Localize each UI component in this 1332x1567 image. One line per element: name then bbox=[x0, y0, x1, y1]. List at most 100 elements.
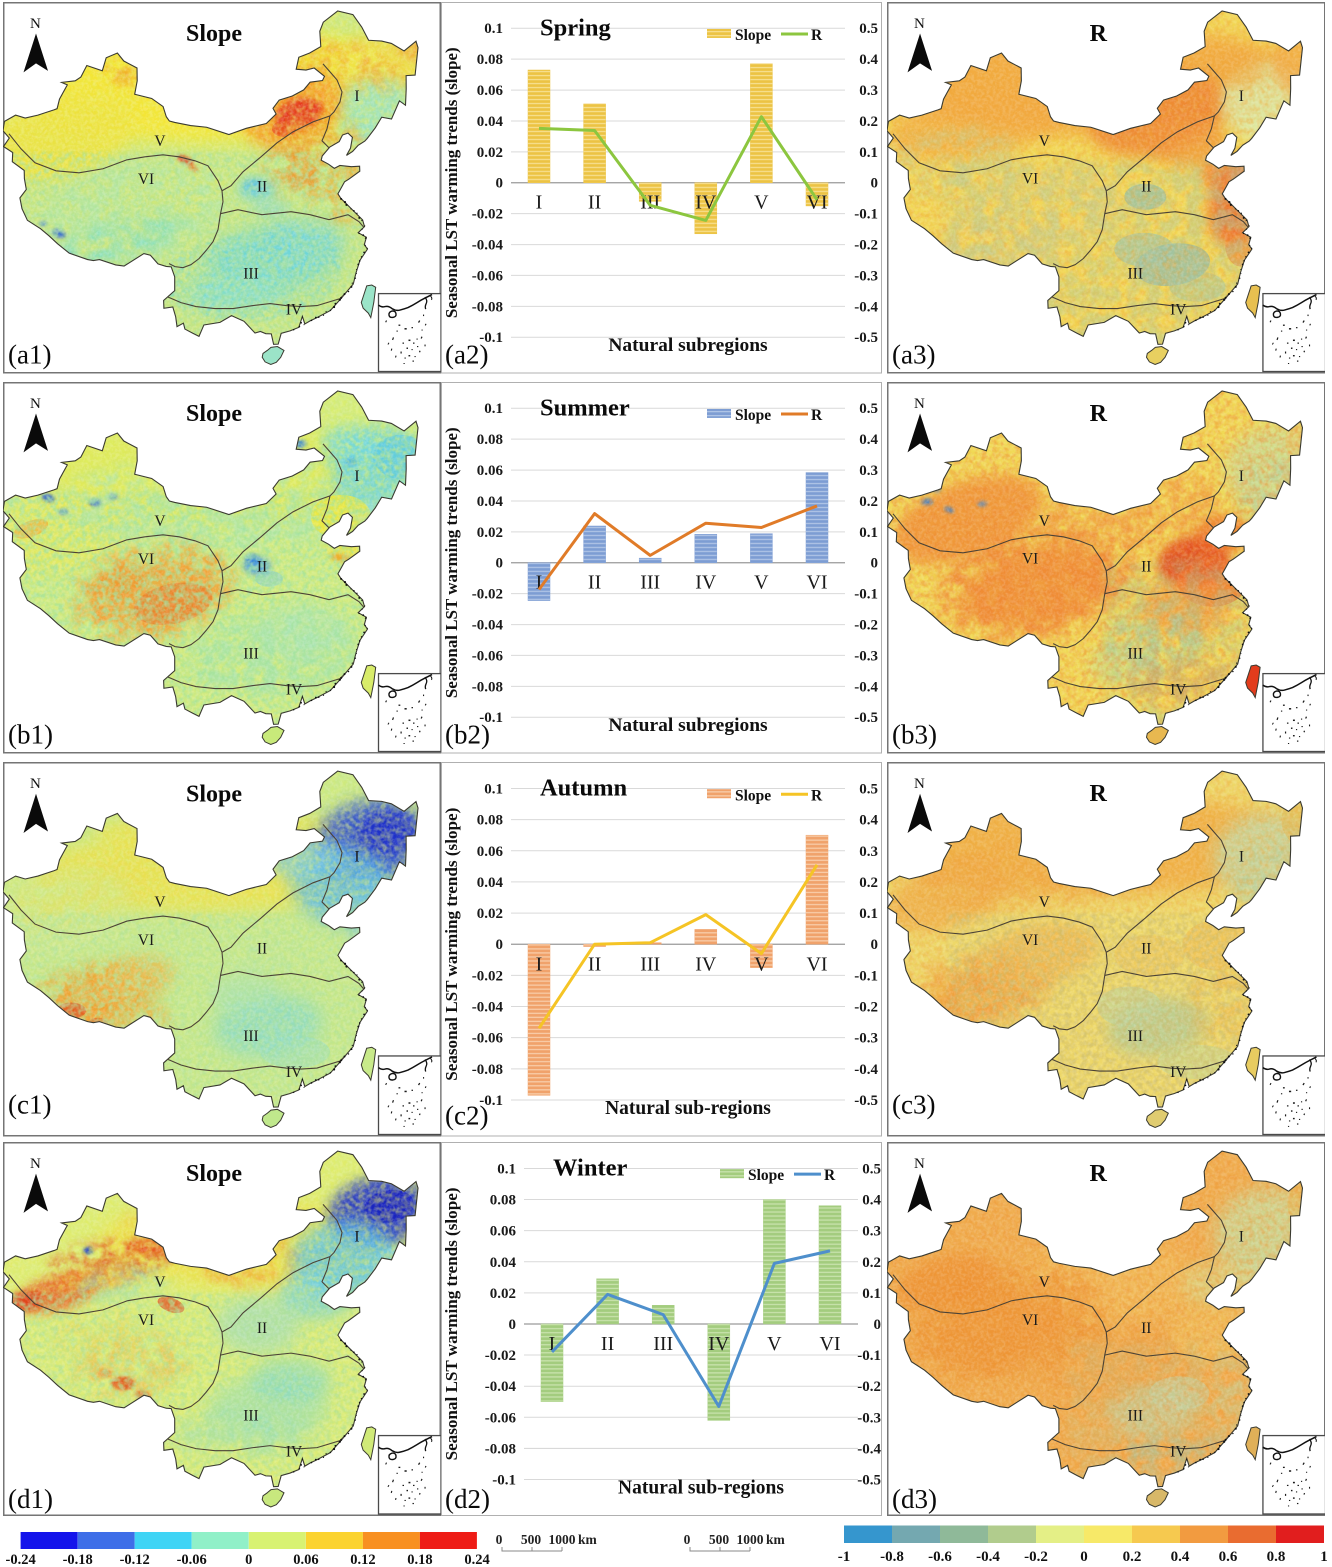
svg-text:I: I bbox=[1238, 1228, 1243, 1245]
svg-text:V: V bbox=[754, 192, 769, 214]
svg-text:Natural sub-regions: Natural sub-regions bbox=[618, 1477, 784, 1498]
svg-text:0.08: 0.08 bbox=[477, 52, 503, 68]
svg-text:II: II bbox=[257, 559, 267, 576]
svg-text:-0.08: -0.08 bbox=[485, 1441, 517, 1457]
svg-text:-0.5: -0.5 bbox=[854, 1093, 878, 1109]
svg-text:IV: IV bbox=[695, 953, 717, 975]
svg-text:-0.04: -0.04 bbox=[472, 238, 504, 254]
svg-text:(b1): (b1) bbox=[8, 720, 53, 750]
svg-text:III: III bbox=[1127, 1028, 1143, 1045]
svg-text:0: 0 bbox=[496, 176, 503, 192]
svg-text:VI: VI bbox=[138, 932, 154, 949]
svg-text:0.6: 0.6 bbox=[1219, 1549, 1238, 1565]
svg-text:(a1): (a1) bbox=[8, 340, 51, 370]
svg-text:Spring: Spring bbox=[540, 14, 611, 41]
svg-text:0.24: 0.24 bbox=[464, 1552, 489, 1567]
svg-text:0.3: 0.3 bbox=[859, 844, 878, 860]
svg-text:-0.08: -0.08 bbox=[472, 299, 503, 315]
svg-text:-0.5: -0.5 bbox=[854, 710, 878, 726]
svg-text:IV: IV bbox=[286, 1443, 303, 1460]
svg-text:0.5: 0.5 bbox=[859, 21, 878, 37]
svg-text:-0.1: -0.1 bbox=[479, 710, 503, 726]
svg-text:-0.12: -0.12 bbox=[120, 1552, 150, 1567]
svg-text:0.04: 0.04 bbox=[490, 1254, 517, 1270]
svg-text:0.06: 0.06 bbox=[477, 83, 504, 99]
svg-text:Slope: Slope bbox=[186, 401, 242, 427]
svg-text:II: II bbox=[588, 953, 601, 975]
svg-text:III: III bbox=[653, 1333, 673, 1355]
svg-text:(c1): (c1) bbox=[8, 1089, 51, 1119]
svg-text:III: III bbox=[243, 1028, 258, 1045]
svg-text:II: II bbox=[257, 179, 267, 196]
svg-text:-0.4: -0.4 bbox=[854, 1062, 878, 1078]
svg-text:Slope: Slope bbox=[186, 1161, 242, 1187]
svg-text:0.02: 0.02 bbox=[477, 145, 503, 161]
svg-text:V: V bbox=[154, 894, 166, 911]
svg-text:0: 0 bbox=[874, 1316, 881, 1332]
svg-text:VI: VI bbox=[1021, 1311, 1037, 1328]
svg-text:Slope: Slope bbox=[748, 1167, 784, 1184]
svg-text:II: II bbox=[588, 572, 601, 594]
svg-text:VI: VI bbox=[1021, 551, 1037, 568]
svg-text:I: I bbox=[536, 953, 543, 975]
svg-text:0: 0 bbox=[496, 1532, 503, 1547]
svg-text:-0.8: -0.8 bbox=[880, 1549, 904, 1565]
svg-text:0.2: 0.2 bbox=[1123, 1549, 1142, 1565]
svg-text:0: 0 bbox=[684, 1532, 691, 1547]
svg-text:0.1: 0.1 bbox=[484, 21, 503, 37]
svg-text:Seasonal LST warming trends (s: Seasonal LST warming trends (slope) bbox=[442, 1187, 461, 1460]
svg-text:VI: VI bbox=[138, 171, 154, 188]
svg-text:I: I bbox=[1238, 849, 1243, 866]
svg-text:II: II bbox=[1141, 940, 1151, 957]
svg-text:-0.02: -0.02 bbox=[472, 968, 503, 984]
svg-text:N: N bbox=[914, 396, 925, 412]
svg-text:0.08: 0.08 bbox=[477, 432, 503, 448]
svg-text:-0.06: -0.06 bbox=[472, 268, 504, 284]
svg-text:0: 0 bbox=[495, 937, 503, 953]
svg-text:I: I bbox=[1238, 468, 1243, 485]
svg-text:-0.1: -0.1 bbox=[854, 587, 878, 603]
svg-text:R: R bbox=[811, 787, 823, 804]
svg-text:(a3): (a3) bbox=[892, 340, 936, 370]
svg-text:0.06: 0.06 bbox=[490, 1223, 517, 1239]
svg-text:500: 500 bbox=[709, 1532, 730, 1547]
svg-text:I: I bbox=[549, 1333, 556, 1355]
svg-text:Slope: Slope bbox=[186, 21, 242, 47]
svg-text:1: 1 bbox=[1320, 1549, 1328, 1565]
svg-text:R: R bbox=[1089, 21, 1107, 47]
svg-text:-0.3: -0.3 bbox=[854, 1031, 878, 1047]
svg-text:VI: VI bbox=[819, 1333, 840, 1355]
svg-text:0.04: 0.04 bbox=[477, 114, 504, 130]
svg-text:IV: IV bbox=[1170, 302, 1187, 319]
svg-text:-0.1: -0.1 bbox=[492, 1472, 516, 1488]
svg-text:0.1: 0.1 bbox=[862, 1285, 881, 1301]
svg-text:(d1): (d1) bbox=[8, 1483, 53, 1513]
svg-text:IV: IV bbox=[286, 1064, 303, 1081]
svg-text:-0.02: -0.02 bbox=[472, 587, 503, 603]
svg-text:N: N bbox=[30, 776, 41, 792]
svg-text:R: R bbox=[1089, 401, 1107, 427]
svg-text:V: V bbox=[767, 1333, 782, 1355]
svg-text:Slope: Slope bbox=[735, 787, 771, 804]
svg-text:0: 0 bbox=[870, 937, 878, 953]
svg-text:VI: VI bbox=[1021, 171, 1037, 188]
svg-text:-0.04: -0.04 bbox=[472, 1000, 504, 1016]
svg-text:R: R bbox=[811, 27, 823, 44]
svg-text:N: N bbox=[914, 16, 925, 32]
svg-text:II: II bbox=[257, 1319, 267, 1336]
svg-text:500: 500 bbox=[521, 1532, 542, 1547]
svg-text:-0.1: -0.1 bbox=[857, 1348, 881, 1364]
svg-text:II: II bbox=[588, 192, 601, 214]
svg-text:1000: 1000 bbox=[737, 1532, 764, 1547]
svg-text:0.2: 0.2 bbox=[859, 494, 878, 510]
svg-text:-0.4: -0.4 bbox=[976, 1549, 1000, 1565]
svg-text:-0.24: -0.24 bbox=[5, 1552, 35, 1567]
svg-text:V: V bbox=[154, 133, 165, 150]
svg-text:II: II bbox=[1141, 1319, 1151, 1336]
svg-text:Natural subregions: Natural subregions bbox=[608, 335, 768, 356]
svg-text:N: N bbox=[914, 1156, 925, 1172]
svg-text:(a2): (a2) bbox=[445, 340, 488, 370]
svg-text:-0.3: -0.3 bbox=[854, 268, 878, 284]
svg-text:0: 0 bbox=[871, 176, 878, 192]
svg-text:IV: IV bbox=[286, 682, 302, 699]
